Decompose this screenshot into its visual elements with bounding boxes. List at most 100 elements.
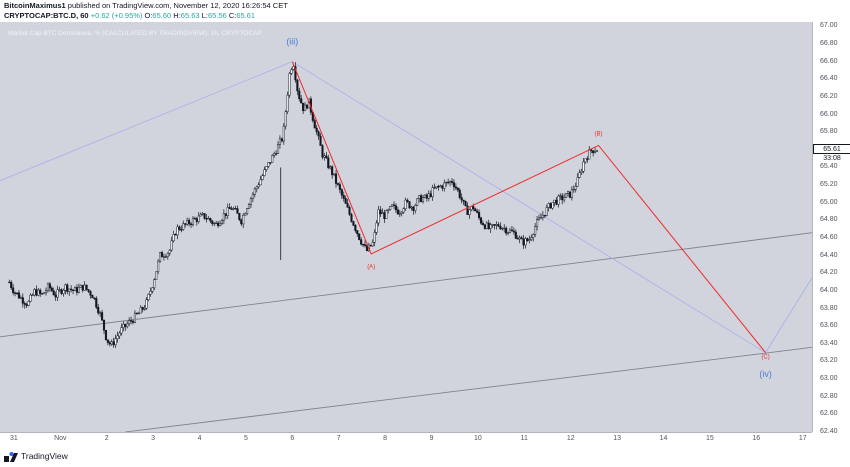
- candle-body: [232, 208, 235, 210]
- candle-body: [553, 199, 556, 203]
- time-tick-label: 11: [520, 435, 528, 442]
- tradingview-logo-icon[interactable]: [4, 451, 18, 462]
- candle-body: [584, 158, 587, 163]
- projection-line-2[interactable]: [765, 277, 812, 353]
- chart-canvas[interactable]: (iii) (A) (B) (C) (iv): [0, 22, 812, 432]
- candle-body: [379, 209, 382, 215]
- candle-body: [23, 303, 26, 305]
- ohlc-high: 65.63: [180, 11, 200, 20]
- brand-name[interactable]: TradingView: [21, 451, 68, 461]
- candle-body: [369, 244, 372, 247]
- symbol-name[interactable]: CRYPTOCAP:BTC.D, 60: [4, 11, 89, 20]
- candle-body: [313, 120, 316, 129]
- channel-line-1[interactable]: [125, 346, 812, 432]
- candle-body: [70, 288, 73, 291]
- candle-body: [394, 205, 397, 211]
- candle-body: [412, 206, 415, 211]
- candle-body: [226, 207, 229, 216]
- candle-body: [528, 239, 531, 241]
- candle-body: [478, 212, 481, 219]
- candle-body: [536, 219, 539, 227]
- wave-path[interactable]: [291, 61, 766, 353]
- candle-body: [404, 199, 407, 209]
- candle-body: [516, 238, 519, 240]
- candle-body: [468, 209, 471, 215]
- candle-body: [588, 149, 591, 160]
- candle-body: [344, 198, 347, 204]
- candle-body: [130, 320, 133, 322]
- author-name[interactable]: BitcoinMaximus1: [4, 1, 66, 10]
- projection-line-1[interactable]: [292, 61, 766, 353]
- candle-body: [271, 155, 274, 163]
- candle-body: [425, 194, 428, 199]
- candle-body: [435, 185, 438, 189]
- candle-body: [267, 162, 270, 167]
- candle-body: [106, 339, 109, 343]
- chart-plot-area[interactable]: (iii) (A) (B) (C) (iv) Market Cap BTC Domina…: [0, 22, 812, 432]
- time-tick-label: 12: [566, 435, 575, 442]
- current-price-tag: 65.61: [813, 143, 850, 154]
- candle-body: [333, 173, 336, 176]
- candle-body: [209, 218, 212, 222]
- candle-body: [87, 289, 90, 292]
- candle-body: [21, 297, 24, 304]
- candle-body: [205, 218, 208, 220]
- price-tick-label: 66.20: [820, 92, 838, 100]
- candle-body: [373, 232, 376, 243]
- candle-body: [207, 218, 210, 220]
- candle-body: [56, 289, 59, 298]
- candle-body: [545, 207, 548, 216]
- candle-body: [363, 244, 367, 246]
- candle-body: [445, 181, 448, 184]
- candle-body: [414, 205, 417, 211]
- candle-body: [292, 66, 295, 70]
- candle-body: [586, 158, 589, 160]
- candle-body: [385, 210, 388, 219]
- time-axis[interactable]: 31 Nov 2 3 4 5 6 7 8 9 10 11 12 13 14 15 16 17: [0, 432, 812, 446]
- candle-body: [143, 307, 146, 310]
- candle-body: [327, 157, 330, 169]
- candle-body: [400, 211, 403, 214]
- candle-body: [17, 292, 20, 299]
- candle-body: [253, 188, 256, 195]
- price-change: +0.62 (+0.95%): [90, 11, 143, 20]
- price-tick-label: 62.60: [820, 410, 838, 418]
- candle-body: [147, 293, 150, 300]
- candle-body: [423, 194, 426, 198]
- candle-body: [160, 252, 164, 258]
- candle-body: [95, 298, 98, 308]
- candle-body: [54, 294, 57, 298]
- candle-body: [391, 204, 394, 207]
- candle-body: [563, 197, 566, 201]
- candle-body: [334, 173, 338, 184]
- candle-body: [340, 189, 343, 196]
- candle-body: [568, 191, 571, 198]
- candle-body: [578, 172, 581, 178]
- candle-body: [149, 291, 152, 295]
- candle-body: [104, 329, 107, 341]
- candle-body: [565, 193, 568, 198]
- wave-abc-line[interactable]: [291, 61, 766, 353]
- wave-label: (A): [367, 265, 375, 271]
- candle-body: [524, 238, 527, 246]
- candle-body: [582, 161, 585, 172]
- candle-body: [541, 214, 544, 218]
- candle-body: [261, 175, 264, 180]
- candle-body: [321, 145, 324, 158]
- footer: TradingView: [0, 446, 850, 467]
- candle-body: [97, 307, 100, 314]
- candle-body: [108, 342, 111, 345]
- candle-body: [155, 271, 158, 280]
- projection-line-0[interactable]: [0, 61, 293, 182]
- price-tick-label: 66.80: [820, 40, 838, 48]
- candle-body: [338, 184, 341, 190]
- projection-lines[interactable]: [0, 61, 812, 353]
- symbol-info: CRYPTOCAP:BTC.D, 60 +0.62 (+0.95%) O:65.…: [4, 11, 255, 20]
- candle-body: [135, 312, 138, 315]
- channel-line-0[interactable]: [0, 232, 812, 338]
- candle-body: [174, 233, 177, 236]
- price-axis[interactable]: 67.00 66.80 66.60 66.40 66.20 66.00 65.80 65.40…: [812, 22, 850, 435]
- candle-body: [431, 187, 434, 197]
- candle-body: [257, 184, 260, 188]
- candle-body: [452, 182, 455, 188]
